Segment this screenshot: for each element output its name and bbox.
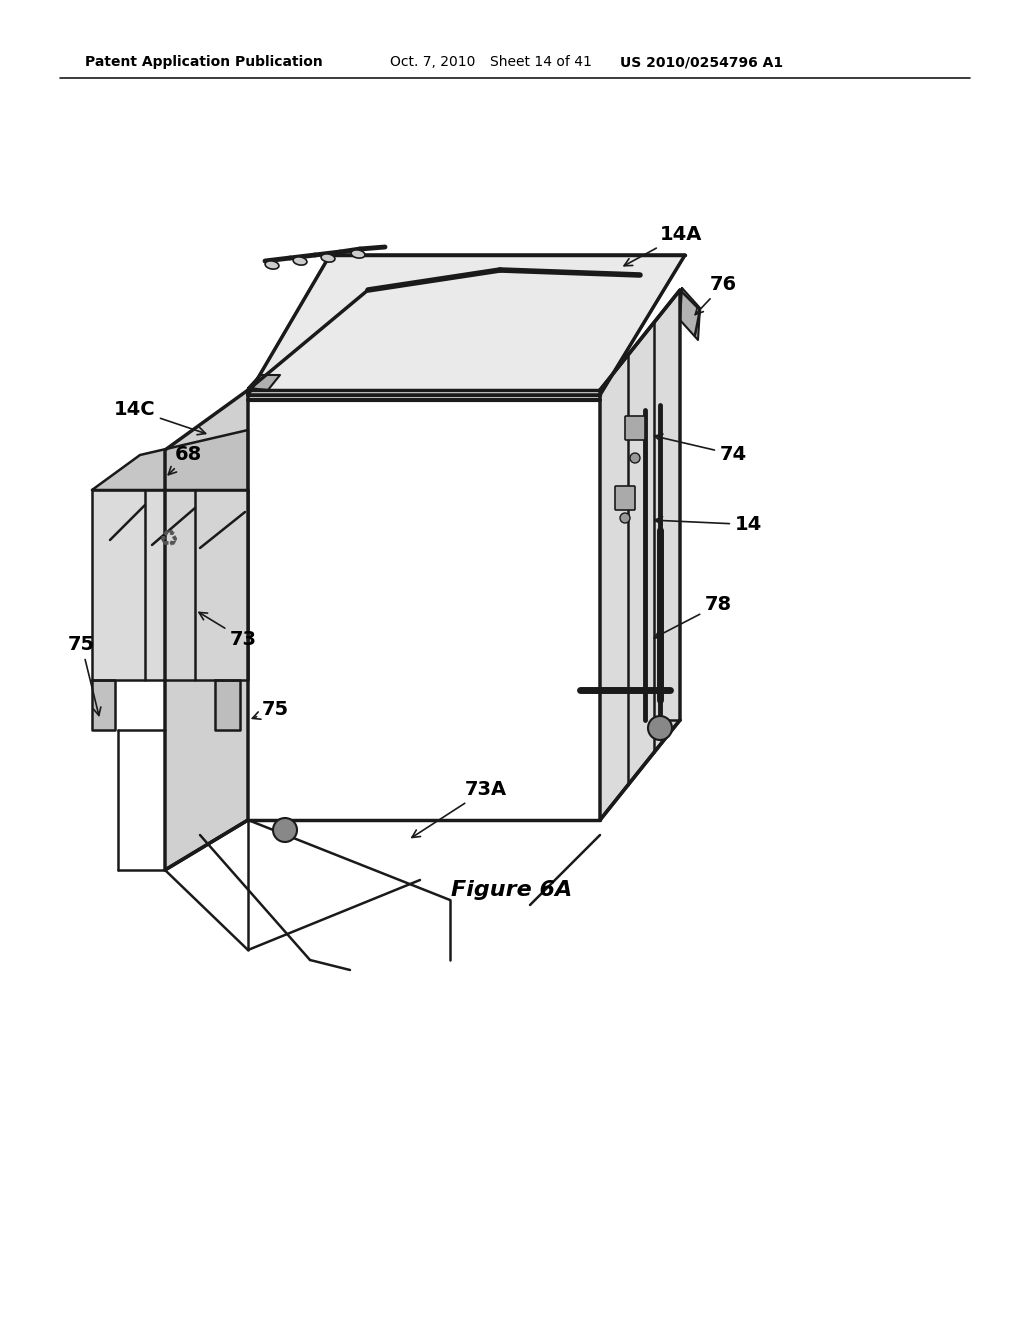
Text: 74: 74	[654, 434, 748, 465]
Text: 73: 73	[199, 612, 257, 649]
Text: 75: 75	[252, 700, 289, 719]
Polygon shape	[600, 290, 680, 820]
Circle shape	[273, 818, 297, 842]
Text: Figure 6A: Figure 6A	[452, 880, 572, 900]
FancyBboxPatch shape	[615, 486, 635, 510]
Polygon shape	[248, 255, 685, 395]
Text: 76: 76	[695, 275, 737, 314]
Ellipse shape	[265, 261, 279, 269]
Circle shape	[648, 715, 672, 741]
Text: 73A: 73A	[412, 780, 507, 837]
Text: US 2010/0254796 A1: US 2010/0254796 A1	[620, 55, 783, 69]
Ellipse shape	[293, 257, 307, 265]
Text: ♻: ♻	[158, 531, 178, 550]
Ellipse shape	[351, 249, 365, 259]
Circle shape	[630, 453, 640, 463]
Polygon shape	[92, 430, 248, 490]
Text: Oct. 7, 2010: Oct. 7, 2010	[390, 55, 475, 69]
Ellipse shape	[322, 253, 335, 263]
FancyBboxPatch shape	[625, 416, 645, 440]
Text: Patent Application Publication: Patent Application Publication	[85, 55, 323, 69]
Polygon shape	[248, 375, 280, 389]
Text: 78: 78	[654, 595, 732, 638]
Text: 14A: 14A	[624, 224, 702, 265]
Text: 14C: 14C	[114, 400, 206, 434]
Text: Sheet 14 of 41: Sheet 14 of 41	[490, 55, 592, 69]
Polygon shape	[165, 389, 248, 870]
Polygon shape	[680, 288, 700, 341]
Text: 68: 68	[168, 445, 203, 475]
Circle shape	[620, 513, 630, 523]
Polygon shape	[92, 680, 115, 730]
Text: 75: 75	[68, 635, 100, 715]
Polygon shape	[92, 490, 248, 680]
Polygon shape	[215, 680, 240, 730]
Text: 14: 14	[654, 515, 762, 535]
